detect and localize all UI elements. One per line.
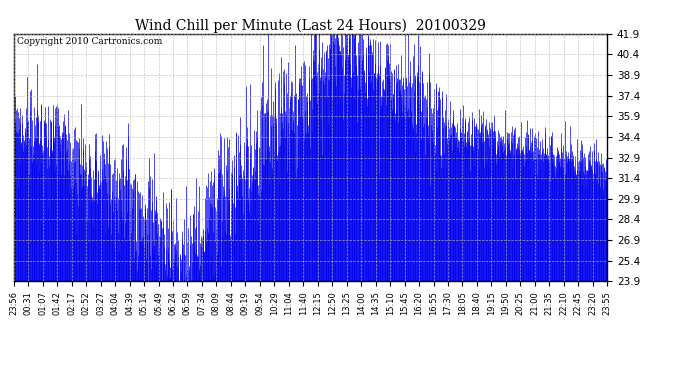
Text: Copyright 2010 Cartronics.com: Copyright 2010 Cartronics.com (17, 38, 162, 46)
Title: Wind Chill per Minute (Last 24 Hours)  20100329: Wind Chill per Minute (Last 24 Hours) 20… (135, 18, 486, 33)
